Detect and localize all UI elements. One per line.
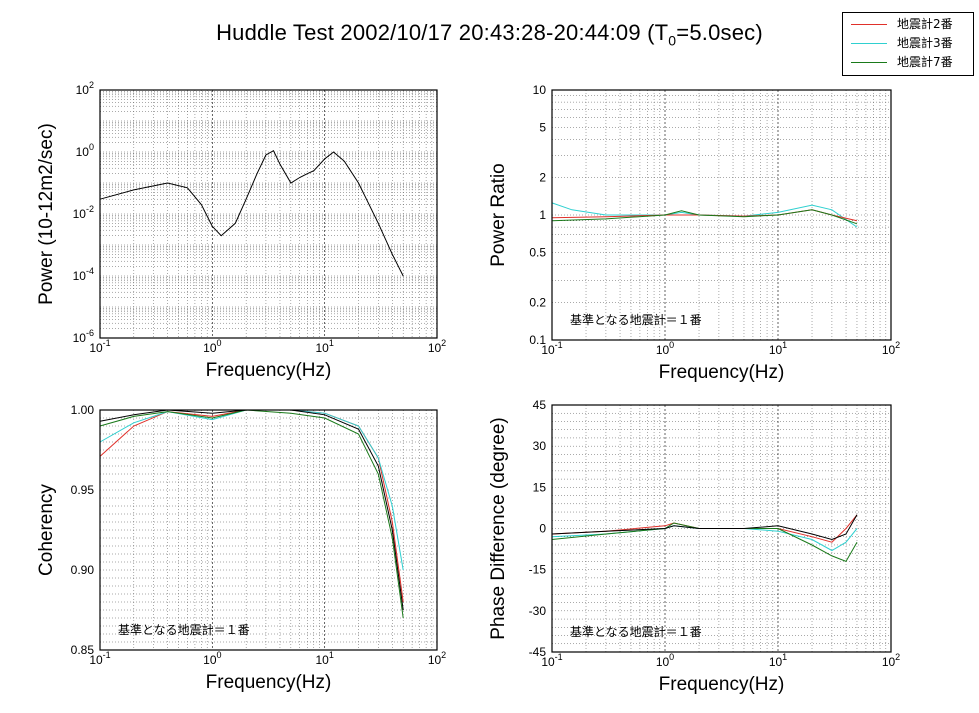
legend: 地震計2番 地震計3番 地震計7番 — [842, 12, 974, 76]
x-axis-label: Frequency(Hz) — [206, 360, 332, 381]
x-tick-label: 101 — [315, 338, 333, 355]
x-tick-label: 10-1 — [89, 338, 110, 355]
legend-label: 地震計7番 — [897, 55, 953, 69]
x-tick-label: 100 — [203, 650, 221, 667]
x-tick-label: 10-1 — [541, 652, 562, 669]
power-chart: 10-1 100 101 102 10-6 10-4 10-2 100 102 Frequency… — [36, 80, 446, 381]
y-axis-label: Phase Difference (degree) — [488, 417, 509, 640]
legend-item: 地震計2番 — [843, 16, 973, 33]
legend-item: 地震計7番 — [843, 54, 973, 71]
reference-note: 基準となる地震計＝１番 — [570, 312, 702, 327]
y-tick-label: 0.5 — [529, 246, 546, 260]
y-tick-label: 10-4 — [73, 266, 94, 283]
x-axis-label: Frequency(Hz) — [659, 362, 785, 383]
data-series-line — [99, 150, 404, 277]
plot-frame — [99, 89, 438, 339]
y-tick-label: 0.1 — [529, 333, 546, 347]
y-tick-label: 0.2 — [529, 295, 546, 309]
y-tick-label: -45 — [529, 645, 547, 659]
legend-swatch — [851, 43, 887, 44]
x-tick-label: 102 — [428, 338, 446, 355]
y-tick-label: 0.95 — [71, 483, 95, 497]
y-tick-label: 15 — [533, 480, 547, 494]
y-tick-label: 10-6 — [73, 328, 94, 345]
x-tick-label: 100 — [656, 340, 674, 357]
y-tick-label: 1 — [539, 208, 546, 222]
x-tick-label: 100 — [656, 652, 674, 669]
x-tick-label: 102 — [882, 340, 900, 357]
x-tick-label: 10-1 — [541, 340, 562, 357]
x-axis-label: Frequency(Hz) — [659, 674, 785, 695]
y-tick-label: 1.00 — [71, 403, 95, 417]
y-tick-label: 0.90 — [71, 563, 95, 577]
power-ratio-chart: 10-1 100 101 102 0.1 0.2 0.5 1 2 5 10 Frequency(Hz)… — [488, 83, 900, 383]
reference-note: 基準となる地震計＝１番 — [570, 624, 702, 639]
x-tick-label: 101 — [769, 652, 787, 669]
phase-difference-chart: 10-1 100 101 102 -45 -30 -15 0 15 30 45 Frequency(H… — [488, 398, 900, 695]
legend-label: 地震計3番 — [897, 36, 953, 50]
y-axis-label: Power (10-12m2/sec) — [36, 123, 57, 305]
plot-frame — [99, 409, 438, 651]
y-tick-label: 2 — [539, 170, 546, 184]
y-tick-label: 5 — [539, 121, 546, 135]
x-axis-label: Frequency(Hz) — [206, 672, 332, 693]
y-tick-label: 0.85 — [71, 643, 95, 657]
y-tick-label: -15 — [529, 563, 547, 577]
y-tick-label: 0 — [539, 522, 546, 536]
data-series-line — [99, 409, 404, 619]
coherency-chart: 10-1 100 101 102 0.85 0.90 0.95 1.00 Frequency(H… — [36, 403, 446, 693]
legend-swatch — [851, 62, 887, 63]
y-tick-label: 102 — [76, 80, 94, 97]
data-series-line — [551, 525, 858, 552]
x-tick-label: 102 — [882, 652, 900, 669]
y-tick-label: 10-2 — [73, 204, 94, 221]
x-tick-label: 101 — [315, 650, 333, 667]
legend-swatch — [851, 24, 887, 25]
y-tick-label: 100 — [76, 142, 94, 159]
legend-label: 地震計2番 — [897, 17, 953, 31]
data-series-line — [551, 209, 858, 225]
x-tick-label: 102 — [428, 650, 446, 667]
y-axis-label: Coherency — [36, 484, 57, 576]
y-tick-label: 30 — [533, 439, 547, 453]
data-series-line — [99, 409, 404, 611]
y-tick-label: 45 — [533, 398, 547, 412]
y-tick-label: -30 — [529, 604, 547, 618]
legend-item: 地震計3番 — [843, 35, 973, 52]
reference-note: 基準となる地震計＝１番 — [118, 622, 250, 637]
x-tick-label: 101 — [769, 340, 787, 357]
plot-frame — [551, 89, 892, 341]
y-tick-label: 10 — [533, 83, 547, 97]
y-axis-label: Power Ratio — [488, 163, 509, 267]
data-series-line — [551, 514, 858, 541]
chart-title: Huddle Test 2002/10/17 20:43:28-20:44:09… — [216, 20, 763, 49]
x-tick-label: 10-1 — [89, 650, 110, 667]
plot-frame — [551, 404, 892, 653]
x-tick-label: 100 — [203, 338, 221, 355]
